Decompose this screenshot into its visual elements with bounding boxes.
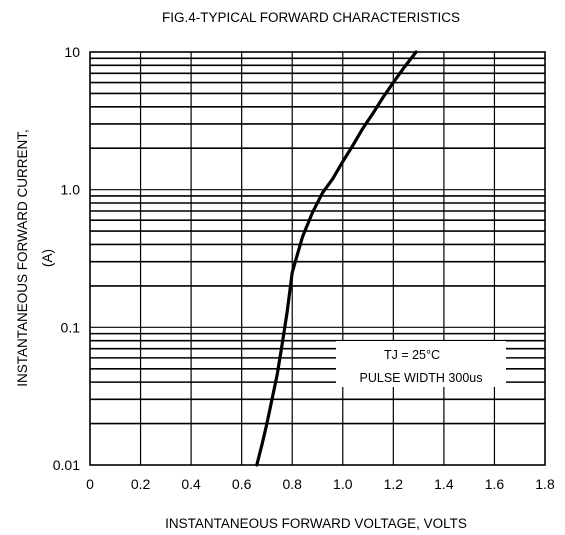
x-tick-label: 1.6	[485, 476, 505, 492]
forward-current-curve	[255, 50, 418, 467]
y-axis-title-group: INSTANTANEOUS FORWARD CURRENT,	[15, 129, 30, 387]
x-tick-label: 0.4	[181, 476, 201, 492]
x-tick-label: 1.4	[434, 476, 454, 492]
y-tick-label: 0.1	[61, 319, 81, 335]
y-tick-label: 1.0	[61, 182, 81, 198]
x-tick-label: 0	[86, 476, 94, 492]
annotation-background	[336, 341, 506, 387]
x-tick-labels: 0 0.2 0.4 0.6 0.8 1.0 1.2 1.4 1.6 1.8	[86, 476, 555, 492]
y-axis-title-line1: INSTANTANEOUS FORWARD CURRENT,	[15, 129, 30, 387]
pulse-width-annotation: PULSE WIDTH 300us	[360, 371, 483, 385]
x-tick-label: 1.8	[535, 476, 555, 492]
x-tick-label: 0.6	[232, 476, 252, 492]
y-axis-unit-group: (A)	[40, 249, 55, 267]
x-tick-label: 0.8	[282, 476, 302, 492]
grid-layer	[90, 52, 545, 465]
x-tick-label: 1.0	[333, 476, 353, 492]
x-tick-label: 1.2	[384, 476, 404, 492]
plot-frame	[89, 51, 546, 466]
y-tick-label: 10	[64, 44, 80, 60]
y-axis-title-line2: (A)	[40, 249, 55, 267]
y-tick-labels: 0.01 0.1 1.0 10	[53, 44, 80, 473]
chart-title: FIG.4-TYPICAL FORWARD CHARACTERISTICS	[162, 10, 460, 25]
temperature-annotation: TJ = 25°C	[384, 348, 440, 362]
x-tick-label: 0.2	[131, 476, 151, 492]
y-tick-label: 0.01	[53, 457, 80, 473]
x-axis-title: INSTANTANEOUS FORWARD VOLTAGE, VOLTS	[165, 516, 467, 531]
